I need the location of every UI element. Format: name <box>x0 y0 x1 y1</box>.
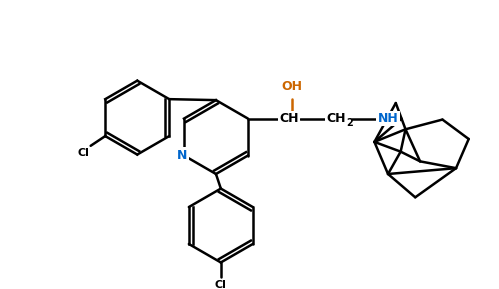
Text: Cl: Cl <box>215 280 227 289</box>
Text: N: N <box>177 149 187 162</box>
Text: CH: CH <box>327 112 346 125</box>
Text: OH: OH <box>281 80 302 93</box>
Text: 2: 2 <box>347 118 353 128</box>
Text: CH: CH <box>279 112 298 125</box>
Text: NH: NH <box>378 112 398 125</box>
Text: Cl: Cl <box>78 148 90 158</box>
